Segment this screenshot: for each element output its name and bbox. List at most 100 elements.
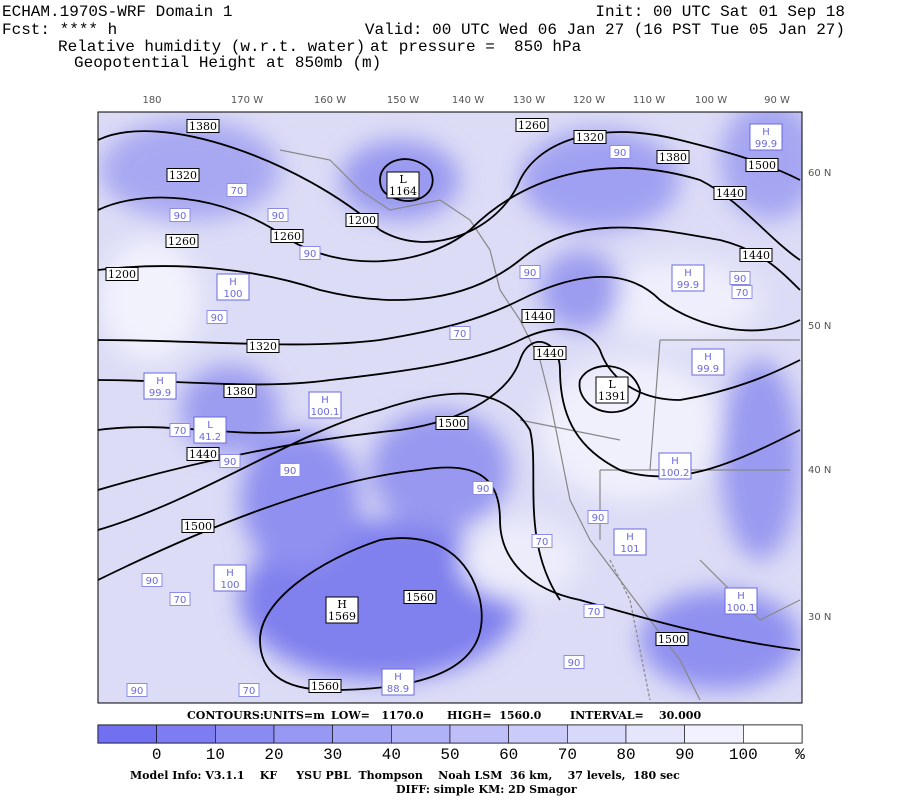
colorbar-tick-label: 100 [729, 746, 758, 764]
contour-label: 1500 [658, 633, 686, 646]
label-box [724, 587, 758, 615]
contour-label: 1320 [249, 340, 277, 353]
colorbar-segment [332, 724, 392, 744]
colorbar-tick-label: 50 [440, 746, 459, 764]
label-box [521, 309, 555, 323]
colorbar-unit: % [795, 746, 805, 764]
label-box [325, 596, 359, 624]
extremum-symbol: L [399, 173, 407, 186]
longitude-label: 180 [142, 95, 161, 106]
label-box [105, 267, 139, 281]
colorbar-segment [743, 724, 803, 744]
label-box [219, 454, 241, 468]
label-box [308, 679, 342, 693]
colorbar-segment [567, 724, 627, 744]
model-title: ECHAM.1970S-WRF Domain 1 [2, 3, 232, 21]
label-box [745, 158, 779, 172]
contour-label: 1560 [406, 591, 434, 604]
contour-label: 1440 [524, 310, 552, 323]
humidity-label: 90 [211, 313, 224, 324]
colorbar-tick-label: 40 [382, 746, 401, 764]
label-box [386, 171, 420, 199]
latitude-label: 30 N [808, 612, 831, 623]
label-box [656, 150, 690, 164]
colorbar-tick-label: 90 [675, 746, 694, 764]
extremum-symbol: H [226, 568, 234, 579]
extremum-symbol: H [762, 127, 770, 138]
colorbar-segment [391, 724, 451, 744]
diff-info: DIFF: simple KM: 2D Smagor [396, 783, 577, 796]
contour-label: 1440 [536, 347, 564, 360]
contour-label: 1380 [226, 385, 254, 398]
contour-info: INTERVAL= 30.000 [570, 709, 701, 722]
colorbar-segment [156, 724, 216, 744]
label-box [595, 376, 629, 404]
valid-time: Valid: 00 UTC Wed 06 Jan 27 (16 PST Tue … [365, 21, 845, 39]
humidity-label: 70 [588, 607, 601, 618]
contour-label: 1440 [189, 448, 217, 461]
label-box [238, 683, 260, 697]
extremum-value: 1391 [598, 390, 626, 403]
label-box [126, 683, 148, 697]
colorbar-tick-label: 70 [558, 746, 577, 764]
label-box [143, 372, 177, 400]
extremum-value: 101 [620, 544, 639, 555]
colorbar-tick-label: 80 [616, 746, 635, 764]
longitude-label: 140 W [452, 95, 484, 106]
label-box [181, 519, 215, 533]
label-box [345, 213, 379, 227]
label-box [308, 391, 342, 419]
contour-label: 1380 [189, 120, 217, 133]
longitude-label: 150 W [387, 95, 419, 106]
field-name: Geopotential Height at 850mb (m) [74, 54, 381, 72]
colorbar-tick-label: 10 [206, 746, 225, 764]
extremum-value: 99.9 [149, 388, 171, 399]
forecast-hour: Fcst: **** h [2, 21, 117, 39]
map-area [98, 112, 802, 703]
contour-label: 1320 [169, 169, 197, 182]
humidity-label: 90 [224, 457, 237, 468]
extremum-value: 1569 [328, 610, 356, 623]
label-box [729, 271, 751, 285]
humidity-label: 90 [174, 211, 187, 222]
label-box [731, 285, 753, 299]
contour-info: CONTOURS: [187, 709, 264, 722]
colorbar-segment [508, 724, 568, 744]
extremum-value: 99.9 [697, 364, 719, 375]
extremum-value: 1164 [389, 185, 417, 198]
extremum-symbol: H [737, 591, 745, 602]
contour-label: 1200 [348, 214, 376, 227]
colorbar-segment [449, 724, 509, 744]
longitude-label: 100 W [695, 95, 727, 106]
label-box [531, 534, 553, 548]
pressure-level: at pressure = 850 hPa [370, 38, 582, 56]
contour-label: 1500 [438, 417, 466, 430]
extremum-symbol: H [394, 672, 402, 683]
label-box [658, 452, 692, 480]
map-frame [97, 111, 803, 704]
label-box [609, 145, 631, 159]
colorbar-tick-label: 0 [152, 746, 162, 764]
extremum-value: 100 [223, 289, 242, 300]
humidity-label: 70 [736, 288, 749, 299]
extremum-symbol: H [229, 277, 237, 288]
extremum-symbol: H [671, 456, 679, 467]
extremum-value: 100.2 [661, 468, 690, 479]
contour-label: 1200 [108, 268, 136, 281]
humidity-label: 90 [734, 274, 747, 285]
label-box [206, 310, 228, 324]
humidity-label: 90 [568, 658, 581, 669]
field-name: Relative humidity (w.r.t. water) [58, 38, 365, 56]
humidity-label: 90 [284, 466, 297, 477]
colorbar-tick-label: 20 [264, 746, 283, 764]
contour-label: 1260 [273, 230, 301, 243]
label-box [165, 234, 199, 248]
contour-label: 1440 [716, 187, 744, 200]
extremum-symbol: H [684, 268, 692, 279]
humidity-label: 90 [592, 513, 605, 524]
label-box [587, 510, 609, 524]
contour-label: 1500 [748, 159, 776, 172]
latitude-label: 60 N [808, 168, 831, 179]
height-contours [98, 130, 801, 691]
